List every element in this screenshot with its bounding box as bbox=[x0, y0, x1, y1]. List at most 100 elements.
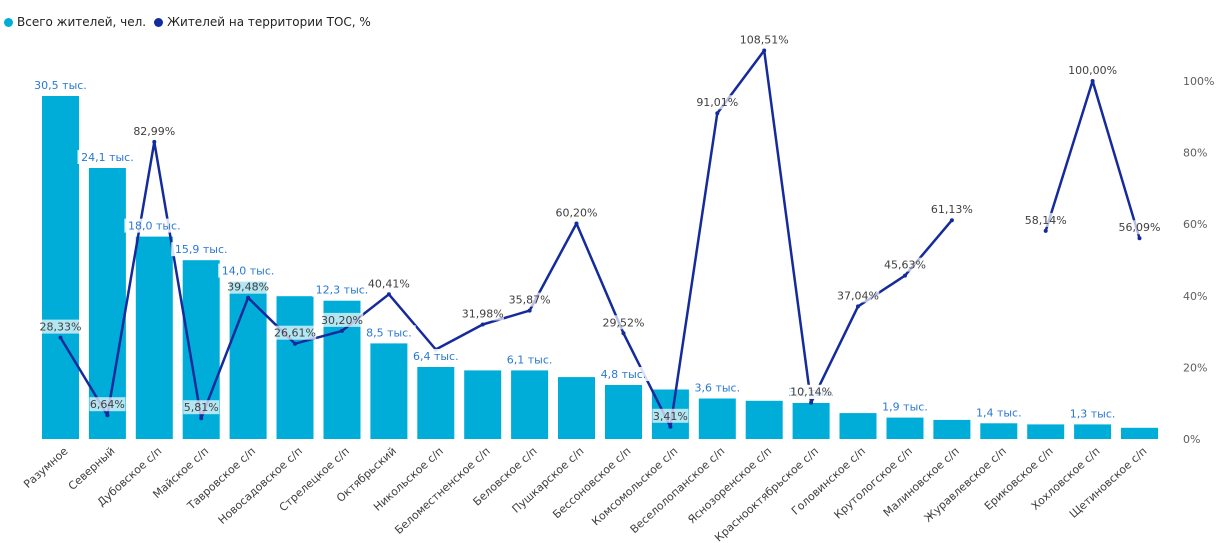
bar-15[interactable] bbox=[745, 400, 783, 439]
bar-16[interactable] bbox=[792, 403, 830, 439]
bar-value-label-7: 8,5 тыс. bbox=[366, 326, 412, 339]
line-point-12[interactable] bbox=[621, 331, 626, 336]
bar-14[interactable] bbox=[698, 398, 736, 440]
line-label-bg-19 bbox=[930, 202, 974, 217]
line-label-bg-1 bbox=[89, 397, 126, 412]
bar-label-bg-14 bbox=[690, 380, 745, 395]
legend-item-bar-series[interactable]: Всего жителей, чел. bbox=[4, 15, 146, 29]
line-value-label-16: 10,14% bbox=[790, 386, 832, 399]
bar-value-label-22: 1,3 тыс. bbox=[1070, 407, 1116, 420]
line-point-16[interactable] bbox=[809, 400, 814, 405]
legend-bar-label: Всего жителей, чел. bbox=[17, 15, 147, 29]
category-label-12: Бессоновское с/п bbox=[550, 445, 633, 522]
line-label-bg-4 bbox=[226, 279, 270, 294]
bar-label-bg-0 bbox=[30, 78, 91, 92]
bar-8[interactable] bbox=[417, 367, 455, 439]
line-point-1[interactable] bbox=[105, 413, 110, 418]
line-value-label-9: 31,98% bbox=[462, 308, 504, 321]
bar-label-bg-8 bbox=[409, 349, 463, 363]
bar-23[interactable] bbox=[1121, 427, 1158, 439]
line-point-22[interactable] bbox=[1090, 79, 1095, 83]
category-label-9: Беломестненское с/п bbox=[392, 445, 492, 537]
bar-20[interactable] bbox=[980, 423, 1018, 439]
category-label-23: Щетиновское с/п bbox=[1067, 445, 1150, 521]
bar-0[interactable] bbox=[42, 96, 79, 439]
legend-line-label: Жителей на территории ТОС, % bbox=[167, 15, 371, 29]
line-point-7[interactable] bbox=[386, 292, 391, 297]
line-point-23[interactable] bbox=[1137, 236, 1142, 241]
line-point-17[interactable] bbox=[856, 304, 860, 309]
line-value-label-0: 28,33% bbox=[40, 321, 82, 334]
line-value-label-11: 60,20% bbox=[556, 207, 598, 220]
line-point-0[interactable] bbox=[58, 335, 63, 340]
line-point-10[interactable] bbox=[527, 308, 532, 313]
bar-22[interactable] bbox=[1074, 424, 1112, 439]
bar-7[interactable] bbox=[370, 343, 408, 439]
bar-value-label-3: 15,9 тыс. bbox=[175, 243, 228, 256]
line-point-6[interactable] bbox=[340, 328, 344, 333]
bar-label-bg-4 bbox=[218, 263, 278, 278]
line-label-bg-0 bbox=[39, 319, 82, 334]
category-label-14: Веселолопанское с/п bbox=[628, 445, 728, 537]
line-point-13[interactable] bbox=[668, 424, 673, 429]
category-label-15: Яснозоренское с/п bbox=[685, 445, 774, 527]
bar-9[interactable] bbox=[464, 370, 502, 439]
line-label-bg-3 bbox=[183, 400, 220, 415]
category-label-5: Новосадовское с/п bbox=[216, 445, 305, 527]
line-label-bg-12 bbox=[602, 315, 645, 330]
bar-21[interactable] bbox=[1027, 424, 1065, 439]
bar-2[interactable] bbox=[135, 236, 173, 439]
right-axis-tick-3: 60% bbox=[1183, 218, 1207, 231]
category-label-18: Крутологское с/п bbox=[832, 445, 915, 522]
line-value-label-2: 82,99% bbox=[133, 125, 175, 138]
line-point-9[interactable] bbox=[480, 322, 485, 327]
bar-4[interactable] bbox=[229, 281, 267, 439]
line-value-label-15: 108,51% bbox=[740, 34, 789, 47]
bar-label-bg-6 bbox=[312, 282, 372, 297]
line-point-21[interactable] bbox=[1043, 228, 1048, 233]
right-axis-tick-5: 100% bbox=[1183, 75, 1214, 88]
line-point-2[interactable] bbox=[152, 139, 157, 144]
line-label-bg-18 bbox=[883, 257, 927, 272]
line-value-label-6: 30,20% bbox=[321, 314, 363, 327]
line-point-19[interactable] bbox=[949, 218, 954, 223]
bar-19[interactable] bbox=[933, 419, 971, 439]
line-value-label-22: 100,00% bbox=[1068, 64, 1117, 77]
bar-18[interactable] bbox=[886, 417, 924, 439]
line-label-bg-17 bbox=[836, 288, 880, 303]
bar-value-label-1: 24,1 тыс. bbox=[81, 151, 134, 164]
line-point-3[interactable] bbox=[199, 416, 204, 421]
bar-10[interactable] bbox=[511, 370, 549, 439]
line-point-15[interactable] bbox=[762, 48, 767, 53]
line-label-bg-21 bbox=[1024, 212, 1067, 227]
line-value-label-18: 45,63% bbox=[884, 259, 926, 272]
bar-11[interactable] bbox=[558, 377, 595, 439]
bar-5[interactable] bbox=[276, 296, 314, 439]
category-label-13: Комсомольское с/п bbox=[589, 445, 680, 529]
bar-label-bg-12 bbox=[596, 367, 651, 381]
category-label-20: Журавлевское с/п bbox=[922, 445, 1009, 525]
line-value-label-1: 6,64% bbox=[90, 398, 125, 411]
line-value-label-21: 58,14% bbox=[1025, 214, 1067, 227]
legend-bar-swatch-icon bbox=[4, 17, 13, 27]
line-point-5[interactable] bbox=[293, 341, 297, 346]
line-label-bg-7 bbox=[367, 276, 411, 291]
bar-value-label-4: 14,0 тыс. bbox=[222, 265, 275, 278]
line-point-4[interactable] bbox=[246, 295, 251, 300]
bar-17[interactable] bbox=[839, 413, 877, 439]
line-value-label-23: 56,09% bbox=[1119, 221, 1161, 234]
line-label-bg-16 bbox=[789, 384, 833, 399]
line-label-bg-15 bbox=[739, 32, 789, 47]
line-point-18[interactable] bbox=[903, 273, 907, 278]
line-segment-0[interactable] bbox=[59, 49, 953, 429]
line-label-bg-13 bbox=[652, 408, 689, 423]
bar-12[interactable] bbox=[605, 385, 642, 439]
line-point-14[interactable] bbox=[715, 111, 720, 116]
bar-label-bg-22 bbox=[1065, 406, 1120, 421]
line-label-bg-10 bbox=[508, 292, 551, 307]
bar-label-bg-18 bbox=[878, 399, 932, 414]
legend: Всего жителей, чел. Жителей на территори… bbox=[4, 15, 379, 29]
line-label-bg-5 bbox=[273, 325, 317, 340]
legend-item-line-series[interactable]: Жителей на территории ТОС, % bbox=[154, 15, 371, 29]
line-point-11[interactable] bbox=[574, 221, 579, 226]
